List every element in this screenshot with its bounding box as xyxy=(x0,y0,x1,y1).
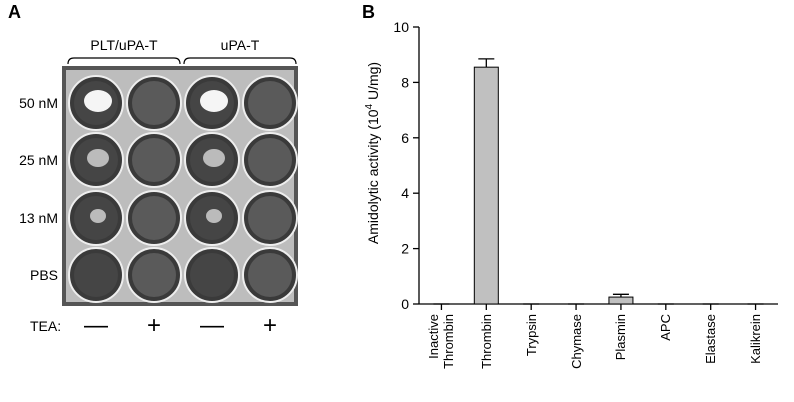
treatment: + xyxy=(263,312,277,339)
y-tick-label: 10 xyxy=(393,19,409,35)
well-inner xyxy=(132,81,176,125)
x-tick-label: Chymase xyxy=(568,314,584,369)
row-label: PBS xyxy=(30,267,58,283)
well-inner xyxy=(132,138,176,182)
row-label: 50 nM xyxy=(19,95,58,111)
well-inner xyxy=(132,196,176,240)
lysis-zone xyxy=(206,209,222,223)
bar xyxy=(473,66,499,305)
well-inner xyxy=(190,253,234,297)
row-label: 13 nM xyxy=(19,210,58,226)
x-tick-label: Kalikrein xyxy=(748,314,764,364)
y-tick-label: 6 xyxy=(401,130,409,146)
error-bar xyxy=(478,58,495,68)
row-label: 25 nM xyxy=(19,152,58,168)
group-bracket xyxy=(67,57,181,65)
well-inner xyxy=(248,138,292,182)
well-inner xyxy=(248,81,292,125)
well-inner xyxy=(248,196,292,240)
well-inner xyxy=(248,253,292,297)
treatment: — xyxy=(84,312,108,339)
group-bracket xyxy=(183,57,297,65)
lysis-zone xyxy=(203,149,225,167)
x-tick-label: APC xyxy=(658,314,674,341)
treatment-label: TEA: xyxy=(30,318,61,334)
y-tick-label: 0 xyxy=(401,296,409,312)
y-axis-label: Amidolytic activity (104 U/mg) xyxy=(364,62,381,244)
y-tick-label: 8 xyxy=(401,74,409,90)
lysis-zone xyxy=(84,90,112,112)
x-tick-label: Elastase xyxy=(703,314,719,364)
lysis-zone xyxy=(87,149,109,167)
group-label: uPA-T xyxy=(221,37,260,53)
bar xyxy=(608,296,634,305)
group-label: PLT/uPA-T xyxy=(90,37,158,53)
well-inner xyxy=(132,253,176,297)
treatment: — xyxy=(200,312,224,339)
y-tick-label: 4 xyxy=(401,185,409,201)
y-tick-label: 2 xyxy=(401,241,409,257)
x-tick-label: Inactive Thrombin xyxy=(426,314,457,369)
error-bar xyxy=(612,293,629,298)
x-tick-label: Trypsin xyxy=(523,314,539,357)
well-inner xyxy=(74,253,118,297)
lysis-zone xyxy=(200,90,228,112)
panel-letter: B xyxy=(362,2,375,22)
lysis-zone xyxy=(90,209,106,223)
x-tick-label: Thrombin xyxy=(478,314,494,369)
x-tick-label: Plasmin xyxy=(613,314,629,361)
panel-letter: A xyxy=(8,2,21,22)
treatment: + xyxy=(147,312,161,339)
